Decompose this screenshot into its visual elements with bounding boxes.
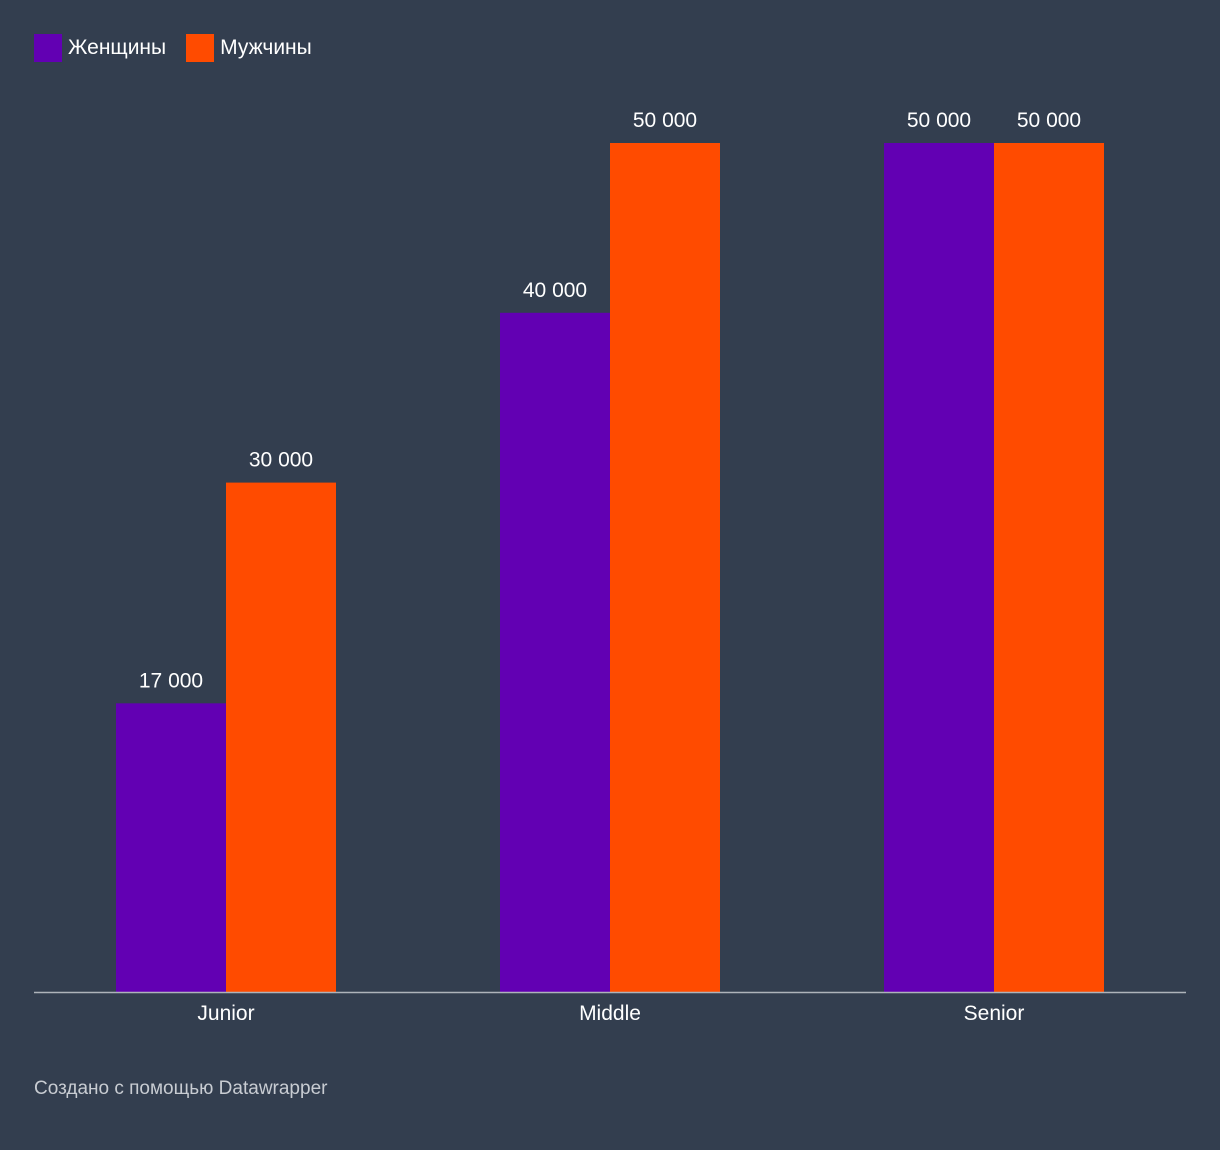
legend-swatch-women (34, 34, 62, 62)
data-label: 50 000 (1017, 109, 1081, 132)
bar-middle-women (500, 312, 610, 992)
x-tick-label: Middle (579, 1002, 641, 1025)
legend-swatch-men (186, 34, 215, 62)
data-label: 50 000 (907, 109, 971, 132)
legend: Женщины Мужчины (34, 34, 332, 62)
legend-label-men: Мужчины (220, 36, 312, 59)
legend-item-women: Женщины (34, 34, 166, 62)
bar-junior-women (116, 703, 226, 992)
data-label: 30 000 (249, 449, 313, 472)
data-label: 50 000 (633, 109, 697, 132)
bar-junior-men (226, 482, 336, 992)
bar-senior-women (884, 143, 994, 992)
data-label: 40 000 (523, 279, 587, 302)
bar-senior-men (994, 143, 1104, 992)
x-tick-label: Junior (197, 1002, 254, 1025)
credit-footer: Создано с помощью Datawrapper (34, 1078, 328, 1099)
bar-middle-men (610, 143, 720, 992)
data-label: 17 000 (139, 669, 203, 692)
x-tick-label: Senior (964, 1002, 1025, 1025)
legend-item-men: Мужчины (186, 34, 312, 62)
legend-label-women: Женщины (68, 36, 167, 59)
